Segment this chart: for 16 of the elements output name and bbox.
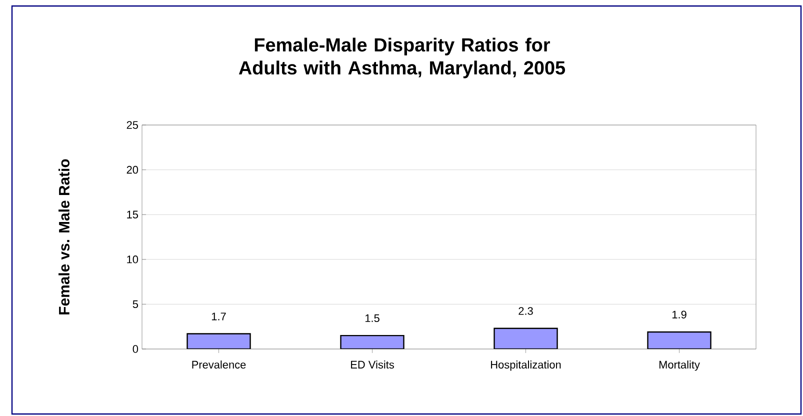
y-tick-label: 5	[132, 300, 138, 308]
y-tick-label: 20	[126, 166, 138, 174]
data-label: 1.5	[365, 314, 380, 322]
data-label: 2.3	[518, 307, 533, 315]
y-tick-label: 0	[132, 345, 138, 353]
x-tick-label: Hospitalization	[491, 360, 561, 371]
data-label: 1.7	[212, 312, 226, 320]
x-tick-label: ED Visits	[351, 360, 394, 369]
y-tick-label: 15	[127, 210, 138, 218]
y-axis-title: Female vs. Male Ratio	[58, 159, 70, 314]
x-tick-label: Prevalence	[192, 360, 246, 369]
x-tick-label: Mortality	[659, 360, 700, 371]
data-label: 1.9	[672, 310, 686, 318]
y-tick-label: 10	[127, 256, 138, 264]
chart-title: Female-Male Disparity Ratios for Adults with Asthma, Maryland, 2005	[238, 38, 566, 78]
y-tick-label: 25	[126, 121, 138, 129]
